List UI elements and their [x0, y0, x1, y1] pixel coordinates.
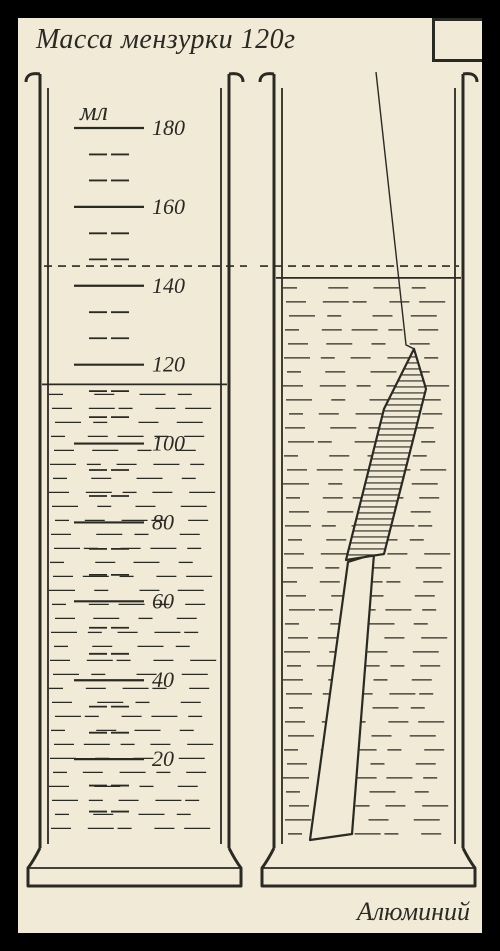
svg-text:20: 20: [152, 746, 174, 771]
svg-text:140: 140: [152, 273, 185, 298]
svg-text:100: 100: [152, 431, 185, 456]
cylinder-left: мл20406080100120140160180: [22, 68, 247, 898]
svg-text:120: 120: [152, 352, 185, 377]
caption-aluminum: Алюминий: [357, 897, 470, 927]
svg-text:180: 180: [152, 115, 185, 140]
title-text: Масса мензурки 120г: [36, 24, 296, 56]
svg-text:160: 160: [152, 194, 185, 219]
page: Масса мензурки 120г мл204060801001201401…: [18, 18, 482, 933]
svg-text:60: 60: [152, 588, 174, 613]
corner-fragment: [432, 18, 482, 62]
svg-text:мл: мл: [79, 97, 108, 126]
cylinder-right: [256, 68, 481, 898]
svg-text:80: 80: [152, 509, 174, 534]
